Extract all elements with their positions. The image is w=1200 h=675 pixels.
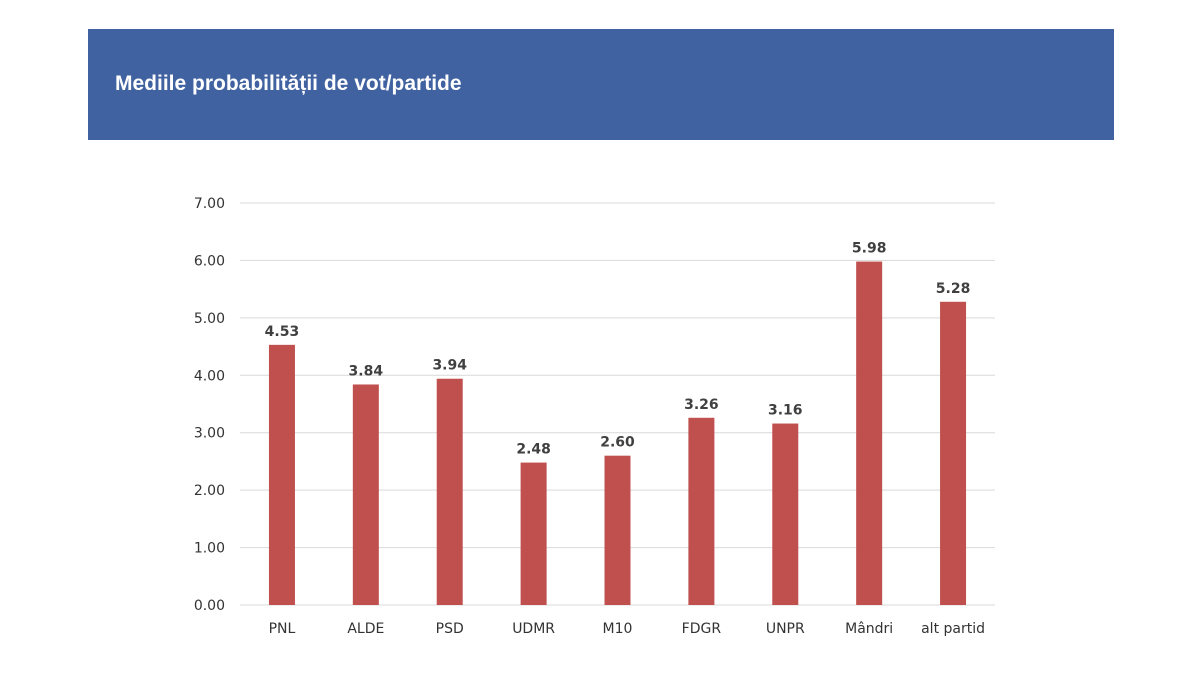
bar	[940, 301, 967, 605]
y-tick-label: 4.00	[194, 368, 225, 384]
x-tick-label: FDGR	[682, 621, 722, 637]
page-title: Mediile probabilității de vot/partide	[115, 72, 462, 95]
x-tick-label: UDMR	[512, 621, 555, 637]
data-label: 3.94	[432, 358, 467, 374]
data-label: 3.84	[349, 363, 384, 379]
x-tick-label: alt partid	[921, 621, 985, 637]
y-tick-label: 1.00	[194, 541, 225, 557]
data-label: 3.16	[768, 403, 803, 419]
data-label: 3.26	[684, 397, 719, 413]
y-tick-label: 0.00	[194, 598, 225, 614]
x-tick-label: PSD	[436, 621, 464, 637]
bar	[688, 417, 715, 605]
bar	[520, 462, 547, 605]
data-label: 2.60	[600, 435, 635, 451]
bar	[856, 261, 883, 605]
data-label: 2.48	[516, 442, 551, 458]
y-tick-label: 6.00	[194, 253, 225, 269]
bar	[268, 344, 295, 605]
y-tick-label: 7.00	[194, 196, 225, 212]
bar	[772, 423, 799, 605]
y-tick-label: 5.00	[194, 311, 225, 327]
x-tick-label: Mândri	[845, 621, 893, 637]
y-tick-label: 3.00	[194, 426, 225, 442]
y-tick-label: 2.00	[194, 483, 225, 499]
bar	[604, 455, 631, 605]
bar	[352, 384, 379, 605]
x-tick-label: PNL	[269, 621, 296, 637]
data-label: 5.28	[936, 281, 971, 297]
x-tick-label: UNPR	[766, 621, 805, 637]
data-label: 5.98	[852, 241, 887, 257]
data-label: 4.53	[265, 324, 300, 340]
x-tick-label: M10	[603, 621, 633, 637]
x-tick-label: ALDE	[347, 621, 384, 637]
title-banner: Mediile probabilității de vot/partide	[88, 29, 1114, 140]
bar	[436, 378, 463, 605]
